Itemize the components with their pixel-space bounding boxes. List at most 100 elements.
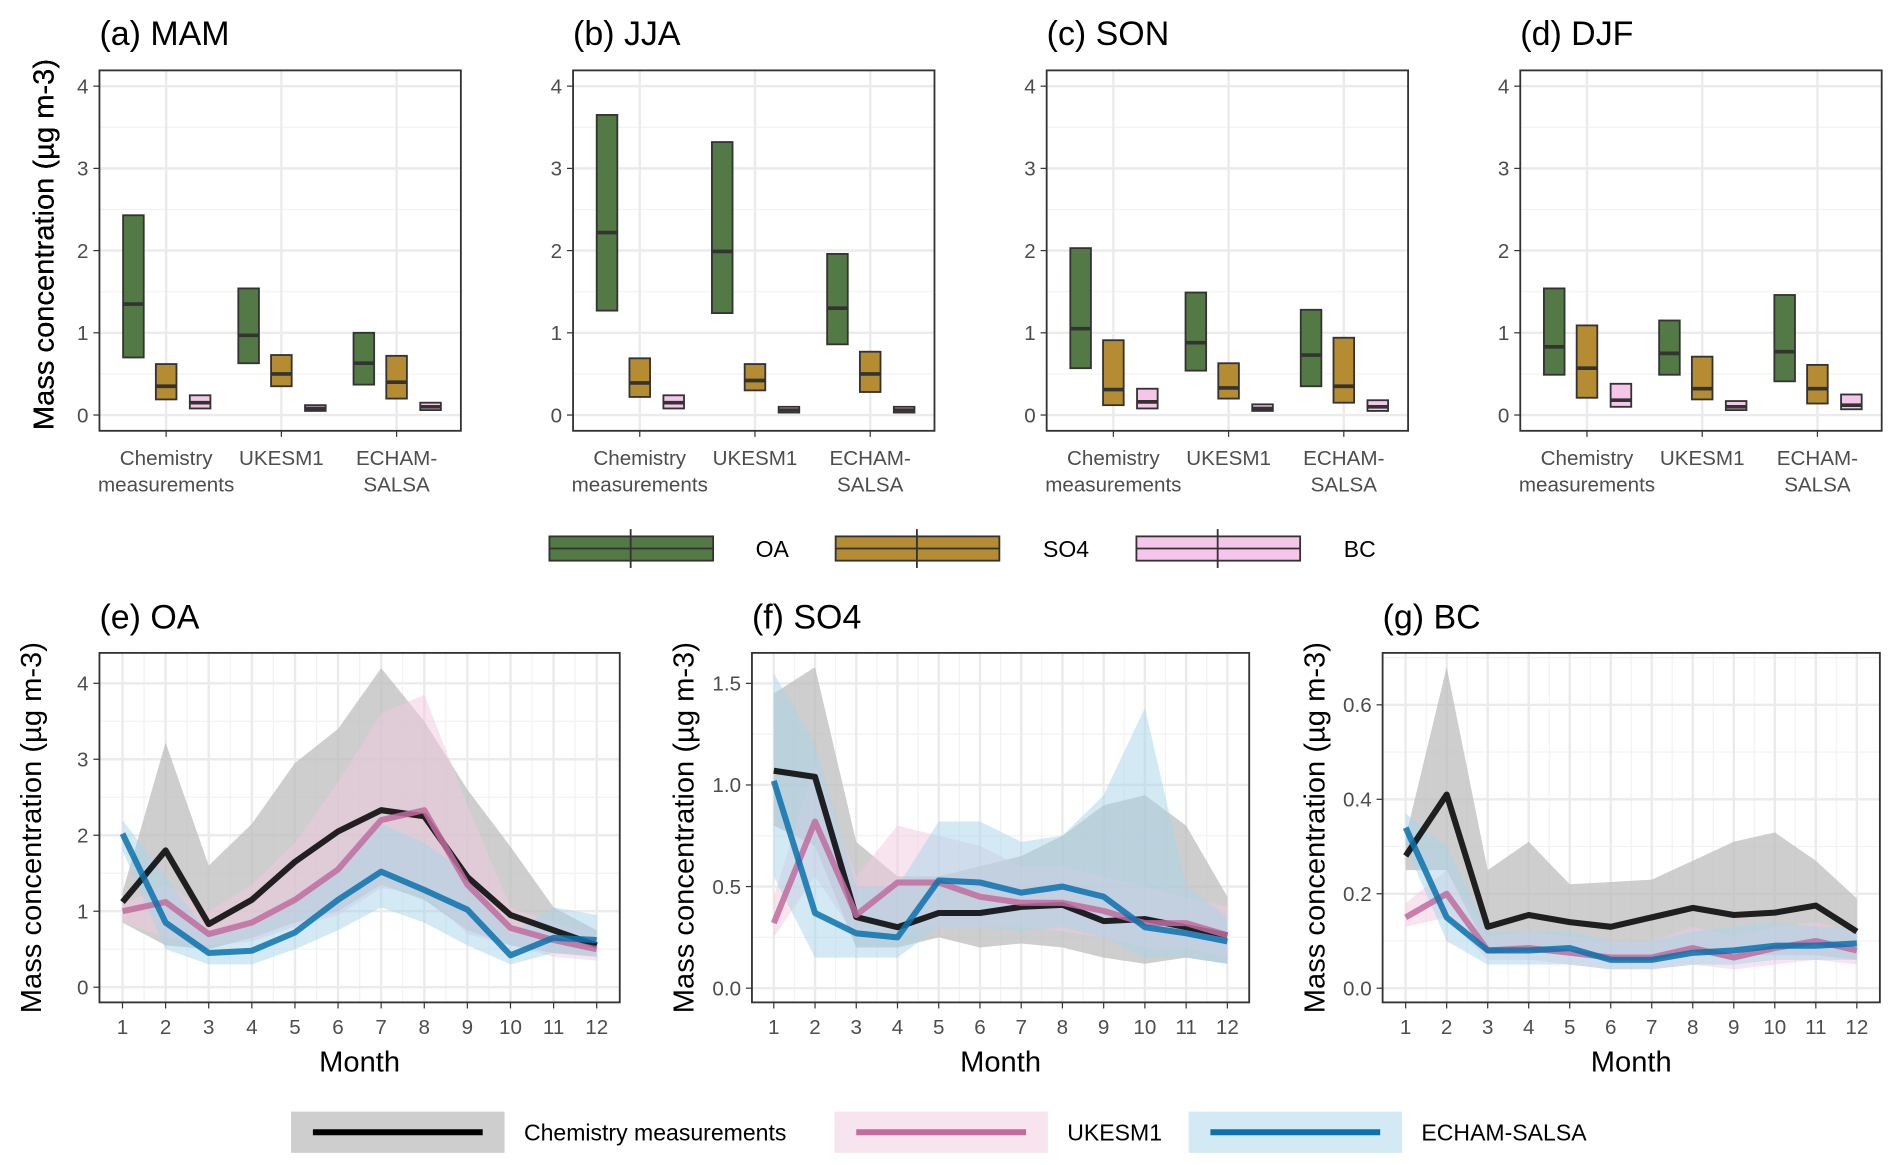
box-so4 [628,357,651,398]
box-so4 [154,363,178,401]
box-oa [122,214,145,359]
box-legend: OA SO4 BC [548,529,1376,568]
x-tick-label: measurements [1045,473,1181,496]
y-axis-label: Mass concentration (µg m-3) [28,59,60,430]
y-tick-label: 1 [1024,322,1035,345]
x-tick-label: 11 [1175,1016,1196,1039]
panel-title: (b) JJA [573,15,681,53]
box-so4 [1690,355,1714,401]
panel-title: (g) BC [1383,599,1481,637]
x-tick-label: 3 [1482,1016,1493,1039]
x-tick-label: 5 [933,1016,944,1039]
x-tick-label: 10 [1133,1016,1156,1039]
x-tick-label: 2 [160,1016,171,1039]
x-axis-label: Month [1591,1047,1672,1079]
y-axis-label: Mass concentration (µg m-3) [28,59,60,430]
x-tick-label: measurements [572,473,708,496]
y-tick-label: 0 [77,976,88,999]
box-so4 [1806,363,1829,405]
x-tick-label: ECHAM- [1303,447,1384,470]
y-tick-label: 4 [77,673,88,696]
y-tick-label: 3 [77,158,88,181]
x-tick-label: 1 [768,1016,779,1039]
y-tick-label: 2 [551,240,562,263]
y-tick-label: 0.0 [712,977,741,1000]
plot-border [1045,69,1409,432]
x-tick-label: 11 [1805,1016,1826,1039]
line-ukesm [121,807,598,953]
y-tick-label: 2 [77,825,88,848]
x-tick-label: 6 [332,1016,343,1039]
x-tick-label: 6 [974,1016,985,1039]
x-tick-label: 10 [499,1016,522,1039]
x-tick-label: Chemistry [593,447,686,470]
plot-border [1381,651,1881,1004]
line-legend: Chemistry measurements UKESM1 ECHAM-SALSA [291,1111,1587,1153]
box-so4 [1332,336,1356,404]
y-tick-label: 0.5 [712,876,741,899]
y-tick-label: 2 [1024,240,1035,263]
line-ukesm [770,818,1229,939]
y-axis-label: Mass concentration (µg m-3) [1299,642,1331,1013]
box-so4 [743,363,767,392]
x-tick-label: 7 [1015,1016,1026,1039]
x-tick-label: Chemistry [120,447,213,470]
y-tick-label: 4 [551,75,562,98]
x-tick-label: 12 [1216,1016,1239,1039]
box-oa [1773,294,1796,383]
panel-title: (a) MAM [99,15,229,53]
x-tick-label: ECHAM- [356,447,437,470]
y-axis-label: Mass concentration (µg m-3) [28,59,60,430]
x-tick-label: measurements [98,473,234,496]
y-tick-label: 1 [551,322,562,345]
y-tick-label: 3 [551,158,562,181]
x-tick-label: SALSA [1311,473,1378,496]
panel-f: 0.00.51.01.51 2 3 4 5 6 7 8 9 10 11 12(f) SO4MonthM… [669,599,1251,1079]
y-tick-label: 0.0 [1343,977,1372,1000]
x-tick-label: 7 [375,1016,386,1039]
y-tick-label: 4 [1498,75,1509,98]
legend-label-oa: OA [756,536,790,562]
x-tick-label: ECHAM- [830,447,911,470]
box-bc [1840,393,1863,411]
x-tick-label: 3 [851,1016,862,1039]
box-oa [711,141,734,314]
y-tick-label: 1 [1498,322,1509,345]
y-tick-label: 0.6 [1343,694,1372,717]
legend-label: ECHAM-SALSA [1421,1120,1587,1146]
y-tick-label: 2 [77,240,88,263]
panel-g: 0.00.20.40.61 2 3 4 5 6 7 8 9 10 11 12(g) BCMonthMa… [1299,599,1881,1079]
line-chem [1403,791,1859,935]
box-so4 [270,354,293,388]
y-tick-label: 4 [77,75,88,98]
y-tick-label: 1 [77,322,88,345]
box-so4 [385,354,408,400]
x-tick-label: 12 [1845,1016,1868,1039]
box-so4 [858,350,882,393]
line-chem [120,807,598,949]
x-tick-label: SALSA [363,473,430,496]
x-tick-label: SALSA [837,473,904,496]
x-tick-label: UKESM1 [713,447,798,470]
y-tick-label: 4 [1024,75,1035,98]
y-tick-label: 0 [551,404,562,427]
x-axis-label: Month [960,1047,1041,1079]
x-tick-label: 1 [117,1016,128,1039]
y-tick-label: 1.5 [712,673,741,696]
plot-border [751,651,1251,1004]
x-tick-label: UKESM1 [1660,447,1745,470]
box-bc [1609,382,1633,408]
y-tick-label: 2 [1498,240,1509,263]
legend-label-bc: BC [1344,536,1376,562]
x-tick-label: 5 [1564,1016,1575,1039]
x-tick-label: 4 [1523,1016,1534,1039]
band-chem [1405,667,1857,960]
y-axis-label: Mass concentration (µg m-3) [669,642,701,1013]
x-tick-label: 2 [809,1016,820,1039]
x-tick-label: 4 [892,1016,903,1039]
